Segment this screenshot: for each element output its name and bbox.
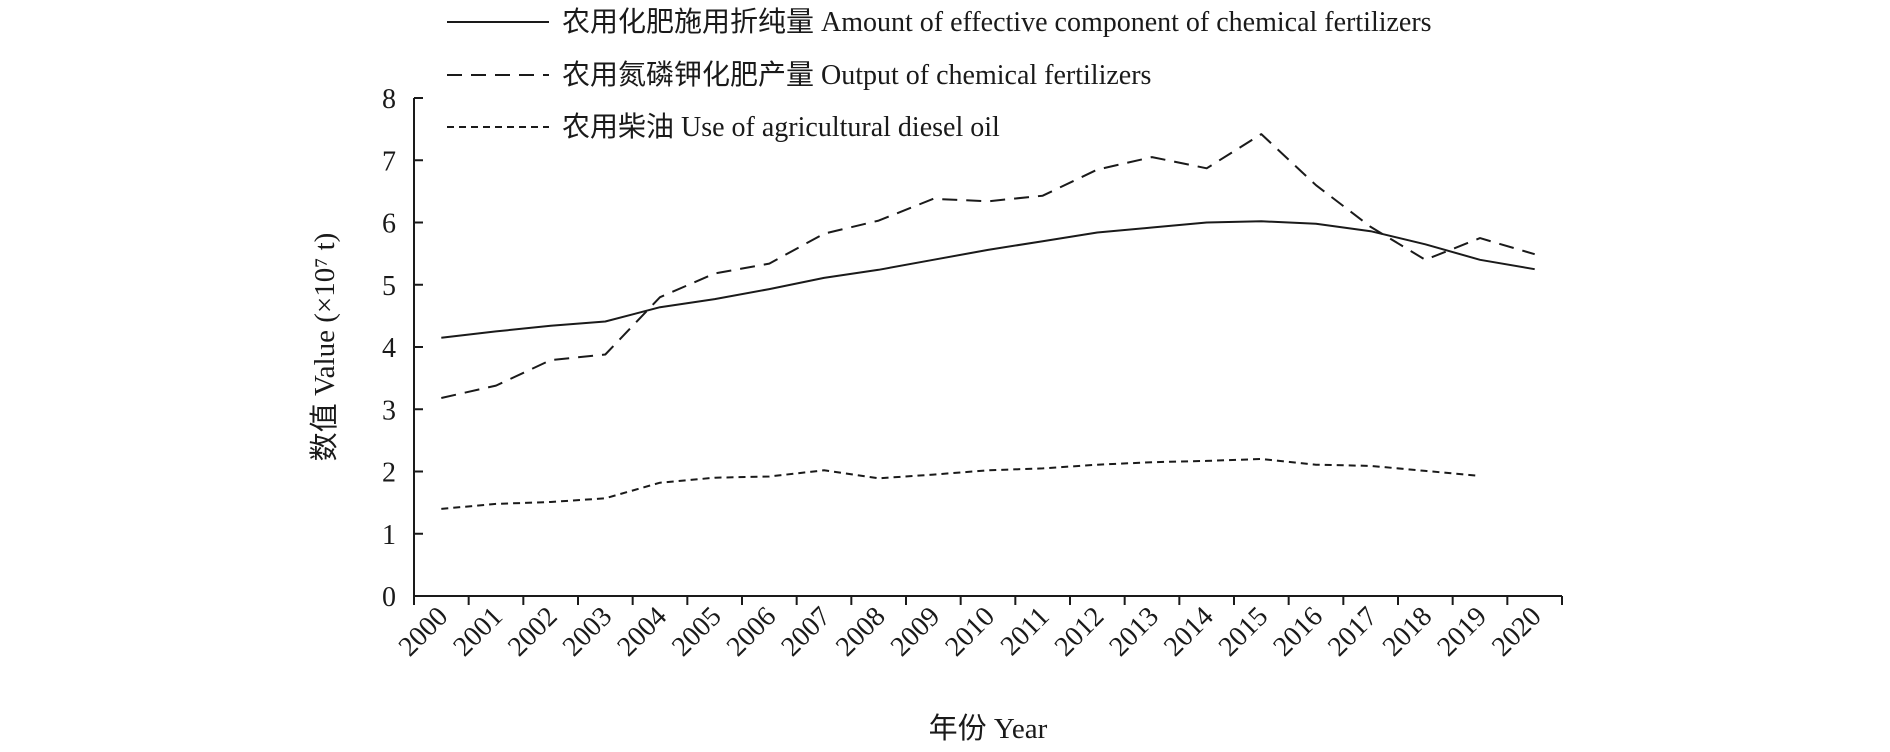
x-tick-label: 2011 [995, 601, 1056, 662]
x-tick-label: 2015 [1213, 601, 1275, 663]
series-line-fertilizer-amount [441, 220, 1535, 339]
x-tick-label: 2018 [1377, 601, 1439, 663]
x-tick-label: 2004 [611, 601, 673, 663]
y-tick-label: 7 [382, 146, 396, 177]
x-axis-title: 年份 Year [929, 712, 1048, 745]
x-tick-label: 2013 [1103, 601, 1165, 663]
x-tick-label: 2000 [393, 601, 455, 663]
x-tick-label: 2010 [939, 601, 1001, 663]
legend-label-diesel-oil: 农用柴油 Use of agricultural diesel oil [562, 111, 1000, 143]
series-lines [441, 133, 1535, 510]
x-tick-label: 2014 [1158, 601, 1220, 663]
y-tick-label: 0 [382, 582, 396, 613]
x-tick-label: 2002 [502, 601, 564, 663]
legend-label-fertilizer-output: 农用氮磷钾化肥产量 Output of chemical fertilizers [562, 59, 1151, 91]
y-tick-label: 4 [382, 333, 396, 364]
x-tick-label: 2008 [830, 601, 892, 663]
y-axis-title: 数值 Value (×10⁷ t) [308, 233, 341, 462]
x-tick-label: 2017 [1322, 601, 1384, 663]
x-tick-label: 2007 [775, 601, 837, 663]
x-tick-label: 2006 [721, 601, 783, 663]
x-tick-label: 2005 [666, 601, 728, 663]
y-tick-label: 8 [382, 84, 396, 115]
x-tick-label: 2016 [1267, 601, 1329, 663]
legend-label-fertilizer-amount: 农用化肥施用折纯量 Amount of effective component … [562, 6, 1432, 38]
y-tick-label: 3 [382, 395, 396, 426]
y-tick-label: 6 [382, 209, 396, 240]
y-tick-label: 2 [382, 458, 396, 489]
x-tick-label: 2003 [557, 601, 619, 663]
series-line-diesel-oil [441, 458, 1481, 510]
x-tick-label: 2019 [1431, 601, 1493, 663]
x-tick-label: 2001 [447, 601, 509, 663]
x-axis-ticks: 2000200120022003200420052006200720082009… [393, 596, 1563, 663]
x-tick-label: 2009 [885, 601, 947, 663]
x-tick-label: 2020 [1486, 601, 1548, 663]
y-tick-label: 5 [382, 271, 396, 302]
x-tick-label: 2012 [1049, 601, 1111, 663]
y-axis-ticks: 0 1 2 3 4 5 6 7 8 [382, 84, 423, 613]
series-line-fertilizer-output [441, 133, 1535, 399]
y-tick-label: 1 [382, 520, 396, 551]
legend: 农用化肥施用折纯量 Amount of effective component … [447, 6, 1432, 143]
